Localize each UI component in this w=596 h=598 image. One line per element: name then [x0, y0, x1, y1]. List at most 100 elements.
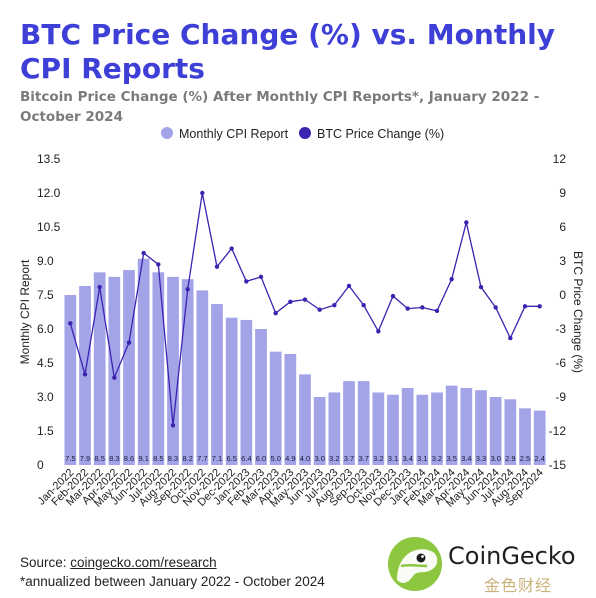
btc-point: [141, 250, 146, 256]
cpi-bar-value: 8.5: [153, 454, 163, 463]
btc-point: [156, 262, 161, 267]
cpi-bar-value: 7.1: [212, 454, 222, 463]
legend-label-btc: BTC Price Change (%): [317, 127, 444, 141]
btc-point: [200, 190, 205, 196]
cpi-bar-value: 3.2: [373, 454, 383, 463]
cpi-bar-value: 3.0: [490, 454, 500, 463]
cpi-bar-value: 3.1: [388, 454, 398, 463]
cpi-bar-labels: 7.5 7.9 8.5 8.3 8.6 9.1 8.5 8.3 8.2 7.7 7.1 6.5 6.4 6…: [65, 454, 545, 463]
legend-swatch-btc: [299, 127, 311, 139]
btc-point: [317, 307, 322, 312]
page-title: BTC Price Change (%) vs. Monthly CPI Rep…: [20, 18, 555, 85]
cpi-bar: [357, 381, 370, 465]
right-axis-title: BTC Price Change (%): [571, 251, 585, 373]
cpi-bar: [533, 410, 546, 465]
cpi-bar-value: 3.2: [432, 454, 442, 463]
cpi-bar: [123, 270, 135, 465]
footnote: *annualized between January 2022 - Octob…: [20, 574, 325, 589]
cpi-bar-value: 8.6: [124, 454, 134, 463]
btc-point: [405, 306, 410, 311]
btc-point: [522, 304, 528, 309]
cpi-bar: [416, 394, 429, 465]
btc-point: [361, 303, 366, 308]
cpi-bar-value: 3.3: [476, 454, 486, 463]
cpi-bar: [64, 295, 77, 465]
cpi-bar: [225, 317, 238, 465]
btc-point: [376, 329, 381, 334]
cpi-bar: [313, 397, 326, 465]
btc-point: [508, 335, 513, 341]
left-tick-label: 13.5: [37, 152, 61, 166]
cpi-bar-value: 3.4: [402, 454, 412, 463]
btc-point: [332, 303, 337, 308]
btc-point: [229, 246, 234, 251]
btc-point: [214, 264, 220, 269]
cpi-bars: [64, 258, 546, 465]
right-tick-label: 6: [559, 220, 566, 234]
right-tick-label: -6: [555, 356, 566, 370]
right-tick-label: 3: [559, 254, 566, 268]
btc-point: [112, 375, 117, 380]
cpi-bar: [255, 329, 267, 465]
cpi-bar-value: 8.5: [94, 454, 104, 463]
left-tick-label: 4.5: [37, 356, 54, 370]
cpi-bar-value: 7.9: [80, 454, 90, 463]
legend-label-cpi: Monthly CPI Report: [179, 127, 289, 141]
left-tick-label: 9.0: [37, 254, 54, 268]
cpi-bar-value: 3.0: [314, 454, 324, 463]
x-axis: Jan-2022Feb-2022Mar-2022Apr-2022May-2022…: [36, 467, 546, 510]
cpi-bar: [445, 385, 458, 465]
cpi-bar-value: 3.2: [329, 454, 339, 463]
btc-point: [273, 310, 278, 316]
right-tick-label: -12: [549, 424, 567, 438]
btc-point: [346, 283, 352, 289]
coingecko-logo: CoinGecko 金色财经: [385, 535, 585, 595]
btc-line: [68, 190, 542, 428]
left-tick-label: 10.5: [37, 220, 61, 234]
btc-point: [302, 297, 308, 302]
source-link[interactable]: coingecko.com/research: [70, 555, 217, 570]
cpi-bar-value: 9.1: [138, 454, 148, 463]
cpi-bar: [519, 408, 531, 465]
cpi-bar: [343, 381, 355, 465]
cpi-bar-value: 3.5: [446, 454, 456, 463]
cpi-bar-value: 4.0: [300, 454, 310, 463]
cpi-bar-value: 8.3: [168, 454, 178, 463]
source-label: Source:: [20, 555, 71, 570]
btc-point: [68, 321, 73, 326]
cpi-bar: [181, 279, 194, 465]
btc-point: [97, 284, 102, 290]
btc-point: [420, 305, 425, 310]
cpi-bar-value: 3.7: [344, 454, 354, 463]
cpi-bar: [489, 397, 502, 465]
right-tick-label: 0: [559, 288, 566, 302]
btc-point: [464, 220, 469, 225]
btc-point: [434, 308, 440, 314]
cpi-bar-value: 3.1: [417, 454, 427, 463]
btc-point: [82, 372, 88, 377]
cpi-bar: [475, 390, 487, 465]
cpi-bar: [137, 258, 150, 465]
left-tick-label: 1.5: [37, 424, 54, 438]
cpi-bar: [211, 304, 223, 465]
cpi-bar-value: 6.0: [256, 454, 266, 463]
cpi-bar: [269, 351, 282, 465]
cpi-bar: [372, 392, 385, 465]
cpi-bar-value: 6.5: [226, 454, 236, 463]
combo-chart: Monthly CPI Report BTC Price Change (%) 0…: [18, 127, 585, 510]
cpi-bar-value: 8.2: [182, 454, 192, 463]
btc-point: [170, 423, 176, 428]
cpi-bar-value: 2.5: [520, 454, 530, 463]
cpi-bar-value: 2.9: [505, 454, 515, 463]
left-tick-label: 12.0: [37, 186, 61, 200]
btc-point: [537, 304, 542, 309]
left-tick-label: 6.0: [37, 322, 54, 336]
chart-subtitle: Bitcoin Price Change (%) After Monthly C…: [20, 89, 540, 125]
cpi-bar-value: 3.4: [461, 454, 471, 463]
cpi-bar: [431, 392, 443, 465]
cpi-bar-value: 4.9: [285, 454, 295, 463]
cpi-bar-value: 3.7: [358, 454, 368, 463]
cpi-bar: [167, 276, 179, 465]
btc-point: [244, 279, 249, 284]
